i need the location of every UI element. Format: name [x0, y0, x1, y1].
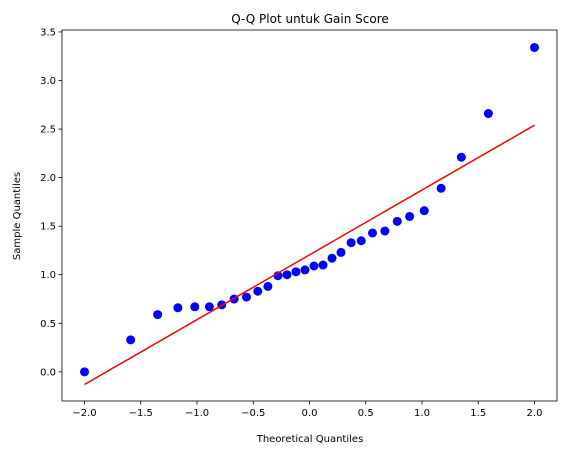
point: [300, 265, 310, 275]
point: [380, 226, 390, 236]
point: [436, 183, 446, 193]
x-axis-label: Theoretical Quantiles: [256, 434, 364, 445]
y-tick-label: 1.0: [40, 270, 56, 281]
point: [173, 303, 183, 313]
point: [419, 206, 429, 216]
point: [346, 238, 356, 248]
y-tick-label: 2.5: [40, 125, 56, 136]
y-tick-label: 2.0: [40, 173, 56, 184]
point: [392, 216, 402, 226]
point: [190, 302, 200, 312]
point: [253, 286, 263, 296]
point: [530, 42, 539, 52]
x-tick-label: 0.0: [302, 408, 318, 419]
point: [483, 109, 493, 119]
x-tick-label: −2.0: [72, 408, 96, 419]
point: [291, 267, 301, 277]
y-tick-label: 3.0: [40, 76, 56, 87]
point: [318, 260, 328, 270]
chart-title: Q-Q Plot untuk Gain Score: [231, 12, 389, 26]
point: [263, 281, 273, 291]
y-tick-label: 0.0: [40, 367, 56, 378]
point: [368, 228, 377, 238]
x-tick-label: 1.5: [470, 408, 486, 419]
y-axis-label: Sample Quantiles: [12, 172, 23, 260]
x-tick-label: 0.5: [358, 408, 374, 419]
point: [405, 211, 415, 221]
y-tick-label: 1.5: [40, 222, 56, 233]
reference-line: [84, 124, 535, 386]
point: [204, 302, 214, 312]
y-tick-label: 3.5: [40, 27, 56, 38]
point: [242, 292, 251, 302]
x-tick-label: −1.5: [129, 408, 153, 419]
y-tick-label: 0.5: [40, 319, 56, 330]
point: [336, 247, 346, 257]
point: [282, 270, 292, 280]
point: [153, 310, 163, 320]
x-tick-label: −1.0: [185, 408, 209, 419]
plot-frame: [61, 29, 558, 402]
point: [309, 261, 319, 271]
point: [80, 367, 89, 377]
point: [327, 253, 337, 263]
point: [356, 236, 366, 246]
x-tick-label: −0.5: [241, 408, 265, 419]
x-tick-label: 1.0: [414, 408, 430, 419]
point: [126, 335, 136, 345]
x-tick-label: 2.0: [527, 408, 543, 419]
point: [456, 152, 466, 162]
